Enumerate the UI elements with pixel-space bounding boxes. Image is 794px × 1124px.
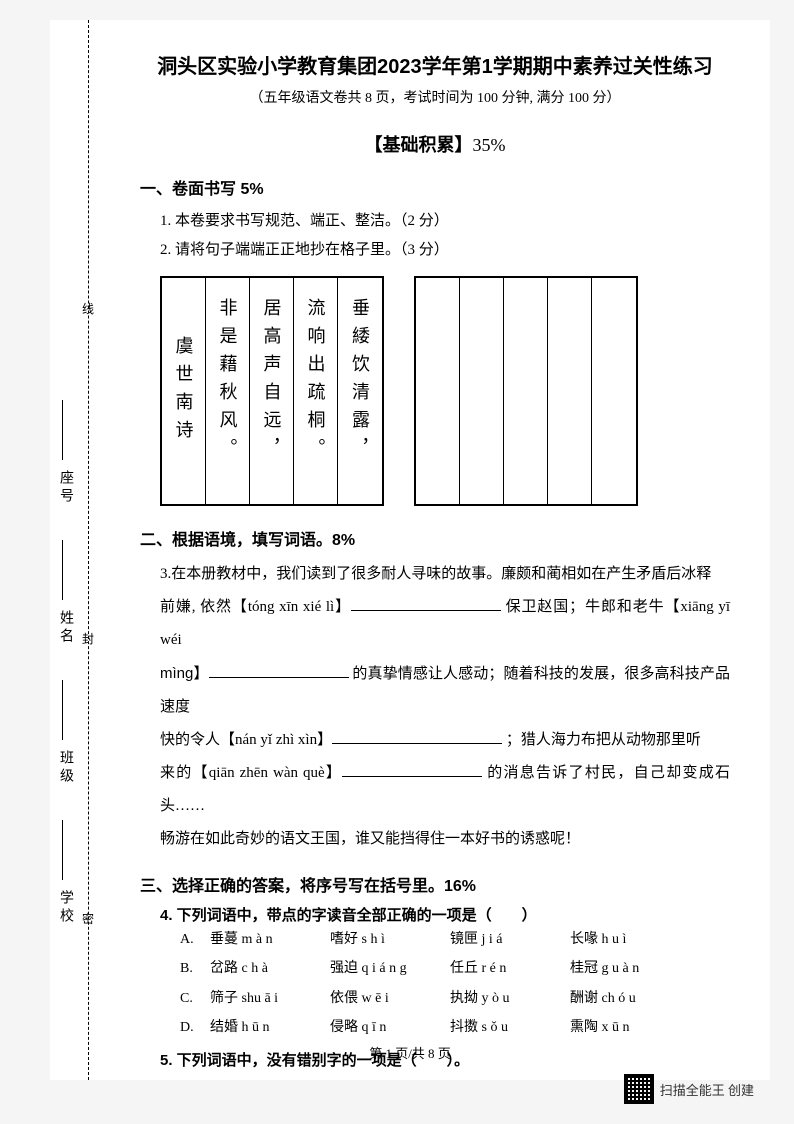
option-item: 执拗 y ò u [450,984,570,1013]
fill-blank [209,660,349,678]
q2-text: mìng】 [160,665,209,682]
poem-text: 流响出疏桐。 [303,298,329,466]
exam-subtitle: （五年级语文卷共 8 页，考试时间为 100 分钟, 满分 100 分） [140,87,730,107]
scanner-watermark: 扫描全能王 创建 [624,1074,754,1104]
exam-page: 学校 班级 姓名 座号 密 封 线 洞头区实验小学教育集团2023学年第1学期期… [50,20,770,1080]
option-item: 任丘 r é n [450,954,570,983]
option-letter: B. [180,954,210,983]
page-number: 第 1 页/共 8 页 [50,1043,770,1062]
option-item: 垂蔓 m à n [210,925,330,954]
option-item: 依偎 w ē i [330,984,450,1013]
option-row: C. 筛子 shu ā i 依偎 w ē i 执拗 y ò u 酬谢 ch ó … [180,984,730,1013]
q4-options: A. 垂蔓 m à n 嗜好 s h ì 镜匣 j i á 长喙 h u ì B… [180,925,730,1043]
option-letter: D. [180,1013,210,1042]
copy-grid-container: 虞世南诗 非是藉秋风。 居高声自远， 流响出疏桐。 垂緌饮清露， [160,276,730,506]
section-basics-title: 【基础积累】35% [140,131,730,157]
answer-col [592,278,636,504]
binding-label-seat: 座号 [55,470,75,506]
option-row: A. 垂蔓 m à n 嗜好 s h ì 镜匣 j i á 长喙 h u ì [180,925,730,954]
option-letter: A. [180,925,210,954]
binding-label-class: 班级 [55,750,75,786]
poem-col: 流响出疏桐。 [294,278,338,504]
option-row: D. 结婚 h ū n 侵略 q ī n 抖擞 s ǒ u 熏陶 x ū n [180,1013,730,1042]
poem-col: 虞世南诗 [162,278,206,504]
option-item: 抖擞 s ǒ u [450,1013,570,1042]
option-letter: C. [180,984,210,1013]
poem-text: 垂緌饮清露， [347,298,373,466]
option-item: 侵略 q ī n [330,1013,450,1042]
poem-text: 非是藉秋风。 [215,298,241,466]
fill-blank [342,759,482,777]
answer-col [460,278,504,504]
option-item: 岔路 c h à [210,954,330,983]
binding-underline [62,680,63,740]
option-item: 筛子 shu ā i [210,984,330,1013]
qr-code-icon [624,1074,654,1104]
binding-char-mi: 密 [82,910,94,927]
binding-edge: 学校 班级 姓名 座号 密 封 线 [50,20,130,1080]
option-item: 结婚 h ū n [210,1013,330,1042]
q2-text: 来的【qiān zhēn wàn què】 [160,765,342,781]
poem-text: 居高声自远， [259,298,285,466]
poem-col: 非是藉秋风。 [206,278,250,504]
poem-text: 虞世南诗 [171,336,197,448]
section-basics-label: 【基础积累】 [365,135,473,155]
binding-underline [62,400,63,460]
q2-text: ；猎人海力布把从动物那里听 [506,732,701,748]
q2-heading: 二、根据语境，填写词语。8% [140,526,730,550]
q2-text: 快的令人【nán yǐ zhì xìn】 [160,732,332,748]
option-item: 熏陶 x ū n [570,1013,690,1042]
poem-col: 居高声自远， [250,278,294,504]
option-item: 长喙 h u ì [570,925,690,954]
binding-label-school: 学校 [55,890,75,926]
answer-col [416,278,460,504]
answer-grid [414,276,638,506]
section-basics-percent: 35% [473,135,506,155]
poem-source-grid: 虞世南诗 非是藉秋风。 居高声自远， 流响出疏桐。 垂緌饮清露， [160,276,384,506]
binding-char-xian: 线 [82,300,94,317]
option-item: 嗜好 s h ì [330,925,450,954]
option-item: 桂冠 g u à n [570,954,690,983]
poem-col: 垂緌饮清露， [338,278,382,504]
binding-underline [62,820,63,880]
q2-text: 前嫌, 依然【tóng xīn xié lì】 [160,599,351,615]
option-item: 强迫 q i á n g [330,954,450,983]
exam-title: 洞头区实验小学教育集团2023学年第1学期期中素养过关性练习 [140,50,730,79]
option-row: B. 岔路 c h à 强迫 q i á n g 任丘 r é n 桂冠 g u… [180,954,730,983]
binding-char-feng: 封 [82,630,94,647]
q1-item2: 2. 请将句子端端正正地抄在格子里。（3 分） [160,236,730,265]
answer-col [548,278,592,504]
binding-underline [62,540,63,600]
q1-item1: 1. 本卷要求书写规范、端正、整洁。（2 分） [160,207,730,236]
q3-sub4: 4. 下列词语中，带点的字读音全部正确的一项是（ ） [160,904,730,925]
watermark-text: 扫描全能王 创建 [660,1080,754,1099]
option-item: 酬谢 ch ó u [570,984,690,1013]
binding-label-name: 姓名 [55,610,75,646]
q2-text: 3.在本册教材中，我们读到了很多耐人寻味的故事。廉颇和蔺相如在产生矛盾后冰释 [160,566,711,582]
answer-col [504,278,548,504]
q1-body: 1. 本卷要求书写规范、端正、整洁。（2 分） 2. 请将句子端端正正地抄在格子… [160,207,730,264]
q2-text: 畅游在如此奇妙的语文王国，谁又能挡得住一本好书的诱惑呢！ [160,831,580,847]
fill-blank [332,726,502,744]
q1-heading: 一、卷面书写 5% [140,175,730,199]
q3-heading: 三、选择正确的答案，将序号写在括号里。16% [140,872,730,896]
q2-paragraph: 3.在本册教材中，我们读到了很多耐人寻味的故事。廉颇和蔺相如在产生矛盾后冰释 前… [160,558,730,856]
fill-blank [351,593,501,611]
option-item: 镜匣 j i á [450,925,570,954]
